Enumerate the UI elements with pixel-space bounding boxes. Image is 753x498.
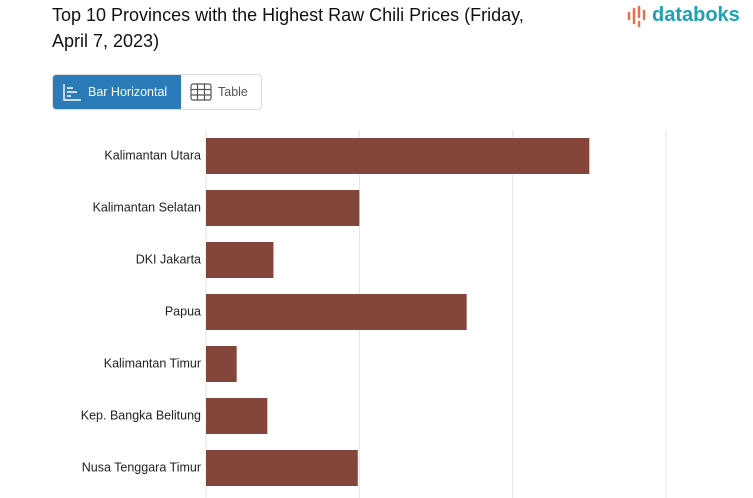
y-tick-label: Kalimantan Timur bbox=[104, 356, 201, 370]
chart-title: Top 10 Provinces with the Highest Raw Ch… bbox=[52, 5, 524, 51]
bar-icon bbox=[63, 84, 81, 101]
bar bbox=[206, 346, 237, 382]
bar bbox=[206, 294, 467, 330]
y-tick-label: Kalimantan Utara bbox=[104, 148, 201, 162]
y-tick-label: DKI Jakarta bbox=[136, 252, 201, 266]
bar bbox=[206, 242, 274, 278]
bar bbox=[206, 138, 590, 174]
logo[interactable]: databoks bbox=[626, 4, 740, 27]
logo-icon bbox=[627, 5, 646, 27]
y-tick-label: Kalimantan Selatan bbox=[93, 200, 201, 214]
view-tabs: Bar Horizontal Table bbox=[52, 74, 262, 110]
tab-label: Table bbox=[218, 85, 248, 99]
y-tick-label: Kep. Bangka Belitung bbox=[81, 408, 201, 422]
table-icon bbox=[190, 83, 212, 101]
tab-bar[interactable]: Bar Horizontal bbox=[53, 75, 181, 109]
bar bbox=[206, 190, 360, 226]
bar bbox=[206, 450, 358, 486]
tab-label: Bar Horizontal bbox=[88, 85, 168, 99]
logo-text: databoks bbox=[652, 4, 740, 26]
y-tick-label: Nusa Tenggara Timur bbox=[82, 460, 201, 474]
bar bbox=[206, 398, 268, 434]
tab-table[interactable]: Table bbox=[181, 75, 257, 109]
y-tick-label: Papua bbox=[165, 304, 201, 318]
